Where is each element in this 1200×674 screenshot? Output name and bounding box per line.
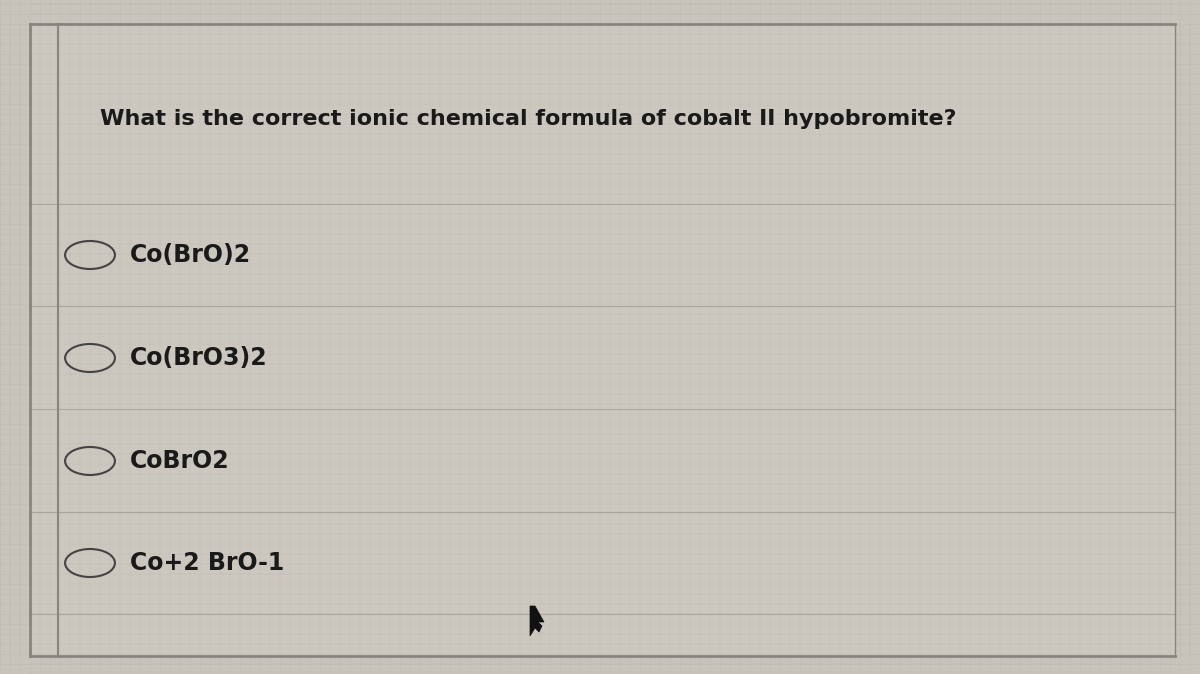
Text: Co+2 BrO-1: Co+2 BrO-1	[130, 551, 284, 575]
Text: Co(BrO3)2: Co(BrO3)2	[130, 346, 268, 370]
Text: CoBrO2: CoBrO2	[130, 449, 229, 473]
Text: Co(BrO)2: Co(BrO)2	[130, 243, 251, 267]
Polygon shape	[530, 606, 544, 636]
Text: What is the correct ionic chemical formula of cobalt II hypobromite?: What is the correct ionic chemical formu…	[100, 109, 956, 129]
